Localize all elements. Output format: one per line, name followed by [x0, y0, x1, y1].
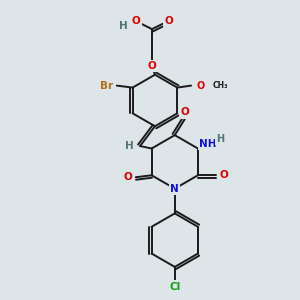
Text: N: N	[170, 184, 179, 194]
Text: Cl: Cl	[169, 282, 180, 292]
Text: H: H	[216, 134, 224, 144]
Text: O: O	[180, 107, 189, 117]
Text: Br: Br	[100, 81, 113, 91]
Text: O: O	[132, 16, 140, 26]
Text: O: O	[219, 170, 228, 180]
Text: NH: NH	[199, 139, 217, 148]
Text: H: H	[125, 141, 134, 151]
Text: H: H	[119, 21, 128, 31]
Text: O: O	[123, 172, 132, 182]
Text: CH₃: CH₃	[213, 81, 228, 90]
Text: O: O	[164, 16, 173, 26]
Text: O: O	[197, 81, 205, 91]
Text: O: O	[148, 61, 156, 71]
